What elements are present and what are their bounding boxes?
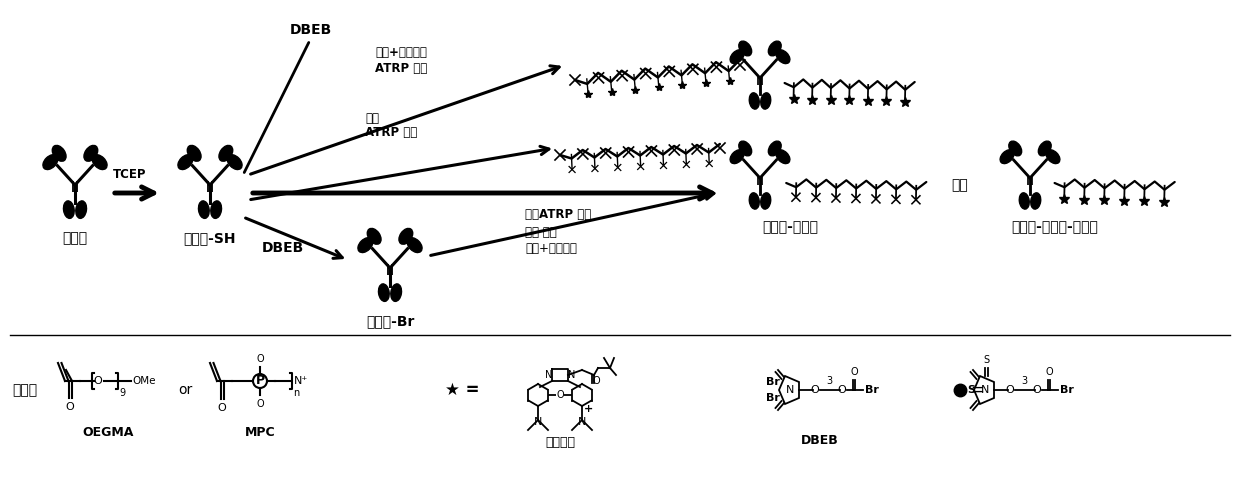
Text: 单体：: 单体： [12, 383, 37, 397]
Ellipse shape [43, 155, 58, 170]
Ellipse shape [358, 238, 373, 253]
Ellipse shape [769, 141, 781, 156]
Text: N: N [981, 385, 990, 395]
Text: O: O [851, 367, 858, 377]
Ellipse shape [739, 141, 751, 156]
Ellipse shape [1001, 150, 1014, 163]
Ellipse shape [177, 155, 192, 170]
Text: N: N [578, 417, 587, 427]
Ellipse shape [63, 201, 74, 218]
Text: N: N [544, 370, 552, 380]
Text: Br: Br [1060, 385, 1074, 395]
Text: O: O [1033, 385, 1042, 395]
Ellipse shape [187, 146, 201, 161]
Ellipse shape [52, 146, 66, 161]
Text: O: O [66, 402, 74, 412]
Text: or: or [177, 383, 192, 397]
Text: O: O [257, 399, 264, 409]
Text: O: O [811, 385, 820, 395]
Text: 9: 9 [119, 388, 125, 398]
Text: OMe: OMe [131, 376, 155, 386]
Ellipse shape [1009, 141, 1022, 156]
Text: S: S [967, 385, 975, 395]
Ellipse shape [76, 201, 87, 218]
Text: O: O [557, 390, 564, 400]
Text: Br: Br [866, 385, 879, 395]
Ellipse shape [730, 50, 744, 64]
Ellipse shape [730, 150, 744, 163]
Ellipse shape [776, 150, 790, 163]
Ellipse shape [92, 155, 107, 170]
Ellipse shape [1047, 150, 1060, 163]
Text: N: N [533, 417, 542, 427]
Text: O: O [257, 354, 264, 364]
Ellipse shape [407, 238, 422, 253]
Text: 赫赛汀-高分子: 赫赛汀-高分子 [763, 221, 818, 235]
Ellipse shape [227, 155, 242, 170]
Ellipse shape [367, 228, 381, 244]
Text: 单体: 单体 [365, 111, 379, 124]
Ellipse shape [198, 201, 210, 218]
Ellipse shape [219, 146, 233, 161]
Text: 赫赛汀-Br: 赫赛汀-Br [366, 314, 414, 328]
Ellipse shape [1030, 193, 1040, 209]
Text: N: N [568, 370, 575, 380]
Text: O: O [838, 385, 847, 395]
Ellipse shape [1038, 141, 1052, 156]
Text: 赫赛汀: 赫赛汀 [62, 231, 88, 245]
Text: n: n [293, 388, 299, 398]
Text: MPC: MPC [244, 426, 275, 439]
Text: TCEP: TCEP [113, 168, 146, 181]
Ellipse shape [769, 41, 781, 56]
Text: N⁺: N⁺ [294, 376, 309, 386]
Text: ATRP 反应: ATRP 反应 [374, 62, 428, 75]
Text: 荧光单体: 荧光单体 [546, 436, 575, 448]
Ellipse shape [776, 50, 790, 64]
Text: O: O [1045, 367, 1053, 377]
Text: 或者: 或者 [951, 178, 968, 192]
Text: O: O [593, 376, 600, 386]
Ellipse shape [391, 284, 402, 301]
Text: 单体 或者: 单体 或者 [525, 226, 557, 239]
Ellipse shape [378, 284, 389, 301]
Ellipse shape [760, 193, 771, 209]
Ellipse shape [760, 93, 771, 109]
Ellipse shape [211, 201, 222, 218]
Text: DBEB: DBEB [262, 241, 304, 255]
Text: O: O [1006, 385, 1014, 395]
Text: 赫赛汀-SH: 赫赛汀-SH [184, 231, 237, 245]
Text: 单体+荧光单体: 单体+荧光单体 [525, 241, 577, 254]
Text: 3: 3 [826, 376, 832, 386]
Text: DBEB: DBEB [801, 433, 839, 446]
Text: Br: Br [766, 377, 780, 387]
Ellipse shape [739, 41, 751, 56]
Text: 原位ATRP 反应: 原位ATRP 反应 [525, 209, 591, 222]
Text: DBEB: DBEB [290, 23, 332, 37]
Text: ATRP 反应: ATRP 反应 [365, 125, 417, 138]
Ellipse shape [749, 93, 759, 109]
Text: S: S [983, 355, 990, 365]
Text: 单体+荧光单体: 单体+荧光单体 [374, 45, 427, 58]
Text: OEGMA: OEGMA [82, 426, 134, 439]
Text: Br: Br [766, 393, 780, 403]
Text: =: = [970, 381, 983, 399]
Text: N: N [786, 385, 794, 395]
Ellipse shape [84, 146, 98, 161]
Text: ★ =: ★ = [445, 381, 480, 399]
Text: O: O [94, 376, 103, 386]
Ellipse shape [399, 228, 413, 244]
Text: 赫赛汀-高分子-衍生物: 赫赛汀-高分子-衍生物 [1012, 221, 1099, 235]
Ellipse shape [749, 193, 759, 209]
Text: O: O [218, 403, 227, 413]
Ellipse shape [1019, 193, 1029, 209]
Text: +: + [584, 404, 593, 414]
Text: P: P [255, 375, 264, 388]
Text: 3: 3 [1021, 376, 1027, 386]
